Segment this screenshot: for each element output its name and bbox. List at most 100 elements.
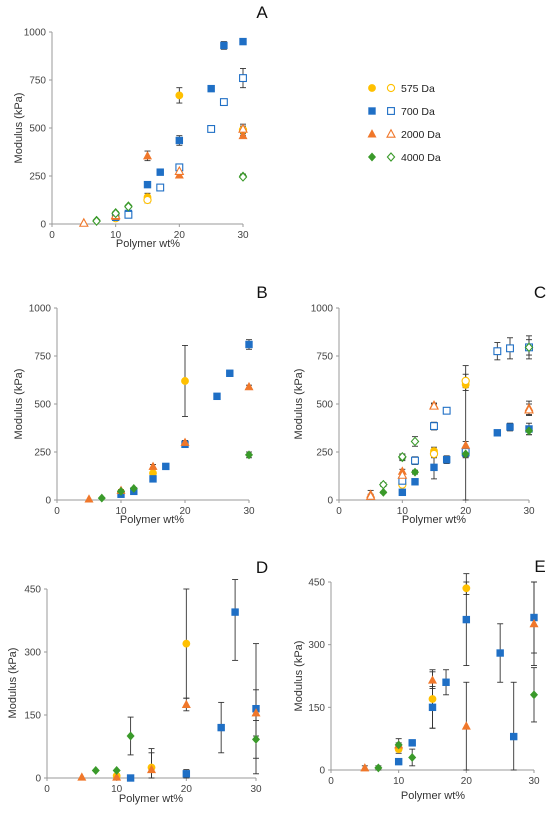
data-point-700-da-filled — [411, 478, 419, 486]
data-point-700-da-filled — [217, 723, 225, 732]
legend-marker-open — [387, 107, 395, 115]
x-tick-label: 10 — [111, 784, 123, 795]
y-tick-label: 0 — [327, 496, 333, 507]
x-tick-label: 0 — [336, 506, 342, 517]
data-point-4000-da-filled — [524, 426, 534, 436]
x-tick-label: 20 — [179, 506, 191, 517]
data-point-2000-da-filled — [112, 772, 122, 781]
y-tick-label: 500 — [29, 124, 46, 135]
x-axis-label: Polymer wt% — [116, 238, 180, 250]
data-point-700-da-open — [207, 125, 216, 133]
y-tick-label: 0 — [45, 496, 51, 507]
legend-label: 4000 Da — [401, 152, 441, 164]
x-axis-label: Polymer wt% — [401, 790, 465, 802]
data-point-575-da-open — [143, 195, 152, 205]
chart-panel-c: 0 10 20 30 0 250 500 750 1000 Polymer wt% Modulus … — [293, 283, 546, 526]
panel-letter: D — [256, 558, 268, 577]
legend-marker-filled — [367, 152, 377, 162]
x-tick-label: 30 — [237, 230, 249, 241]
data-point-2000-da-open — [429, 400, 439, 410]
data-point-4000-da-filled — [112, 765, 121, 775]
data-point-700-da-filled — [398, 488, 407, 497]
y-tick-label: 1000 — [311, 304, 334, 315]
data-point-4000-da-filled — [410, 467, 420, 477]
y-axis-label: Modulus (kPa) — [293, 369, 305, 440]
legend-label: 2000 Da — [401, 129, 441, 141]
data-point-2000-da-filled — [84, 494, 94, 503]
data-point-2000-da-filled — [148, 461, 158, 470]
data-point-700-da-open — [411, 456, 419, 465]
data-point-700-da-filled — [509, 732, 518, 741]
data-point-2000-da-filled — [180, 437, 190, 446]
x-tick-label: 30 — [250, 784, 262, 795]
legend-label: 700 Da — [401, 106, 435, 118]
data-point-4000-da-open — [124, 201, 133, 212]
y-tick-label: 750 — [34, 352, 51, 363]
data-point-700-da-open — [156, 183, 165, 192]
data-point-4000-da-filled — [126, 731, 135, 741]
data-point-4000-da-filled — [129, 484, 138, 493]
legend-marker-open — [386, 152, 396, 162]
data-point-4000-da-open — [524, 342, 534, 353]
y-axis-label: Modulus (kPa) — [13, 93, 25, 164]
data-point-4000-da-filled — [461, 449, 470, 459]
data-point-700-da-open — [442, 406, 451, 415]
y-axis-label: Modulus (kPa) — [13, 369, 25, 440]
data-point-4000-da-filled — [251, 734, 261, 744]
data-point-2000-da-filled — [461, 440, 471, 449]
data-point-4000-da-open — [378, 479, 388, 490]
data-point-2000-da-filled — [181, 699, 191, 709]
data-point-4000-da-open — [238, 172, 248, 182]
data-point-700-da-filled — [462, 615, 471, 624]
data-point-4000-da-filled — [379, 487, 388, 497]
data-point-2000-da-filled — [427, 675, 438, 684]
y-tick-label: 150 — [308, 703, 325, 714]
legend-marker-filled — [367, 129, 377, 138]
x-tick-label: 10 — [115, 506, 127, 517]
data-point-700-da-filled — [143, 180, 152, 189]
y-tick-label: 500 — [316, 400, 333, 411]
y-tick-label: 1000 — [24, 28, 47, 39]
x-tick-label: 30 — [523, 506, 535, 517]
data-point-2000-da-open — [238, 123, 248, 133]
x-tick-label: 10 — [110, 230, 122, 241]
data-point-700-da-open — [430, 422, 438, 431]
data-point-2000-da-filled — [360, 763, 370, 772]
data-point-700-da-filled — [428, 703, 437, 712]
data-point-4000-da-filled — [97, 493, 106, 503]
data-point-4000-da-filled — [394, 740, 403, 750]
data-point-2000-da-open — [78, 217, 89, 227]
y-tick-label: 0 — [40, 220, 46, 231]
y-tick-label: 450 — [24, 585, 41, 596]
data-point-700-da-filled — [162, 462, 170, 471]
data-point-2000-da-filled — [146, 764, 157, 774]
y-tick-label: 150 — [24, 711, 41, 722]
y-tick-label: 1000 — [29, 304, 52, 315]
data-point-575-da-open — [461, 376, 470, 386]
y-tick-label: 250 — [316, 448, 333, 459]
data-point-700-da-filled — [442, 455, 451, 464]
data-point-575-da-filled — [175, 91, 184, 100]
data-point-4000-da-open — [111, 208, 121, 219]
y-tick-label: 450 — [308, 578, 325, 589]
y-tick-label: 250 — [34, 448, 51, 459]
y-tick-label: 0 — [35, 774, 41, 785]
x-tick-label: 20 — [460, 506, 472, 517]
data-point-575-da-open — [429, 449, 439, 459]
data-point-2000-da-filled — [77, 772, 87, 781]
data-point-4000-da-open — [397, 451, 407, 462]
data-point-700-da-filled — [213, 392, 221, 401]
data-point-575-da-filled — [428, 695, 437, 703]
data-point-700-da-filled — [220, 41, 228, 50]
data-point-4000-da-filled — [408, 753, 417, 762]
data-point-700-da-filled — [506, 423, 514, 431]
data-point-2000-da-filled — [461, 721, 471, 730]
data-point-700-da-filled — [245, 340, 253, 349]
data-point-700-da-open — [124, 210, 133, 219]
data-point-2000-da-filled — [142, 151, 153, 160]
data-point-2000-da-open — [174, 165, 185, 175]
data-point-700-da-filled — [408, 739, 416, 747]
x-tick-label: 20 — [461, 776, 473, 787]
data-point-2000-da-filled — [238, 130, 248, 140]
